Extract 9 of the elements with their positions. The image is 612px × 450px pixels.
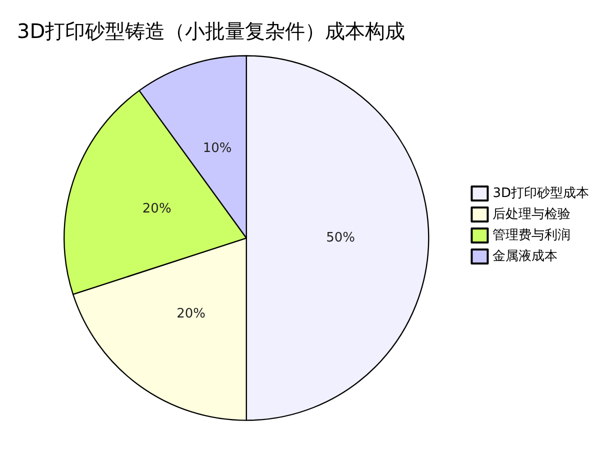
data-label: 50% [326,230,355,246]
data-label: 20% [142,201,172,216]
data-label: 20% [176,306,206,322]
chart-title: 3D打印砂型铸造（小批量复杂件）成本构成 [17,19,406,43]
legend-label: 金属液成本 [492,249,558,264]
legend-label: 3D打印砂型成本 [492,186,589,201]
legend-label: 管理费与利润 [492,228,571,243]
data-label: 10% [202,140,232,156]
legend-label: 后处理与检验 [492,207,571,222]
